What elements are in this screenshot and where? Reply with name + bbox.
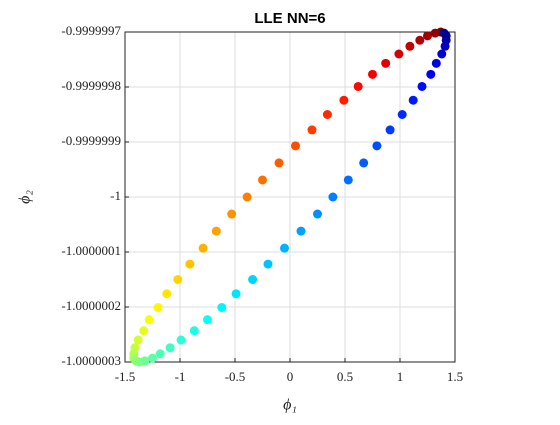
point <box>153 303 163 313</box>
point <box>144 315 154 325</box>
point <box>322 110 332 119</box>
point <box>353 81 363 91</box>
point <box>431 58 441 68</box>
point <box>426 69 436 79</box>
y-tick-label: -1.0000002 <box>61 298 121 313</box>
x-tick-label: -1.5 <box>115 369 136 384</box>
point <box>437 49 447 59</box>
point <box>203 315 212 325</box>
point <box>248 275 258 284</box>
x-tick-label: 0.5 <box>337 369 353 384</box>
chart-title: LLE NN=6 <box>254 10 325 27</box>
x-tick-label: -1 <box>175 369 186 384</box>
x-axis-label: ϕ₁ <box>283 397 297 414</box>
x-tick-label: 0 <box>287 369 294 384</box>
x-tick-label: 1.5 <box>447 369 463 384</box>
point <box>217 303 227 313</box>
point <box>189 326 199 336</box>
y-tick-label: -0.9999998 <box>61 78 121 93</box>
point <box>339 95 349 105</box>
point <box>231 289 241 299</box>
point <box>307 125 317 135</box>
point <box>280 243 289 253</box>
point <box>405 41 415 51</box>
axes-box <box>124 31 456 363</box>
point <box>291 141 300 151</box>
y-tick-label: -1.0000003 <box>61 353 121 368</box>
point <box>430 28 440 38</box>
point <box>211 226 221 236</box>
point <box>162 289 172 299</box>
point <box>415 35 425 45</box>
y-tick-label: -0.9999997 <box>61 23 121 38</box>
point <box>385 125 395 135</box>
point <box>313 209 322 219</box>
point <box>155 349 165 359</box>
point <box>176 335 186 345</box>
point <box>439 28 449 38</box>
point <box>140 356 150 366</box>
point <box>343 175 353 185</box>
point <box>198 243 208 253</box>
point <box>423 31 432 41</box>
point <box>165 343 175 353</box>
point <box>397 110 407 119</box>
y-axis-label: ϕ₂ <box>17 190 34 204</box>
point <box>408 95 418 105</box>
point <box>242 192 252 202</box>
point <box>417 81 427 91</box>
point <box>381 58 391 68</box>
y-tick-label: -1 <box>110 188 121 203</box>
x-tick-label: 1 <box>397 369 404 384</box>
point <box>133 335 143 345</box>
point <box>173 275 183 284</box>
point <box>296 226 306 236</box>
y-tick-label: -0.9999999 <box>61 133 121 148</box>
point <box>359 158 369 168</box>
point <box>139 326 149 336</box>
point <box>258 175 267 185</box>
point <box>263 259 273 269</box>
point <box>148 353 157 363</box>
point <box>227 209 237 219</box>
point <box>394 49 404 59</box>
point <box>372 141 382 151</box>
point <box>185 259 195 269</box>
point <box>328 192 338 202</box>
y-tick-label: -1.0000001 <box>61 243 121 258</box>
point <box>274 158 284 168</box>
x-tick-label: -0.5 <box>225 369 246 384</box>
point <box>368 69 377 79</box>
